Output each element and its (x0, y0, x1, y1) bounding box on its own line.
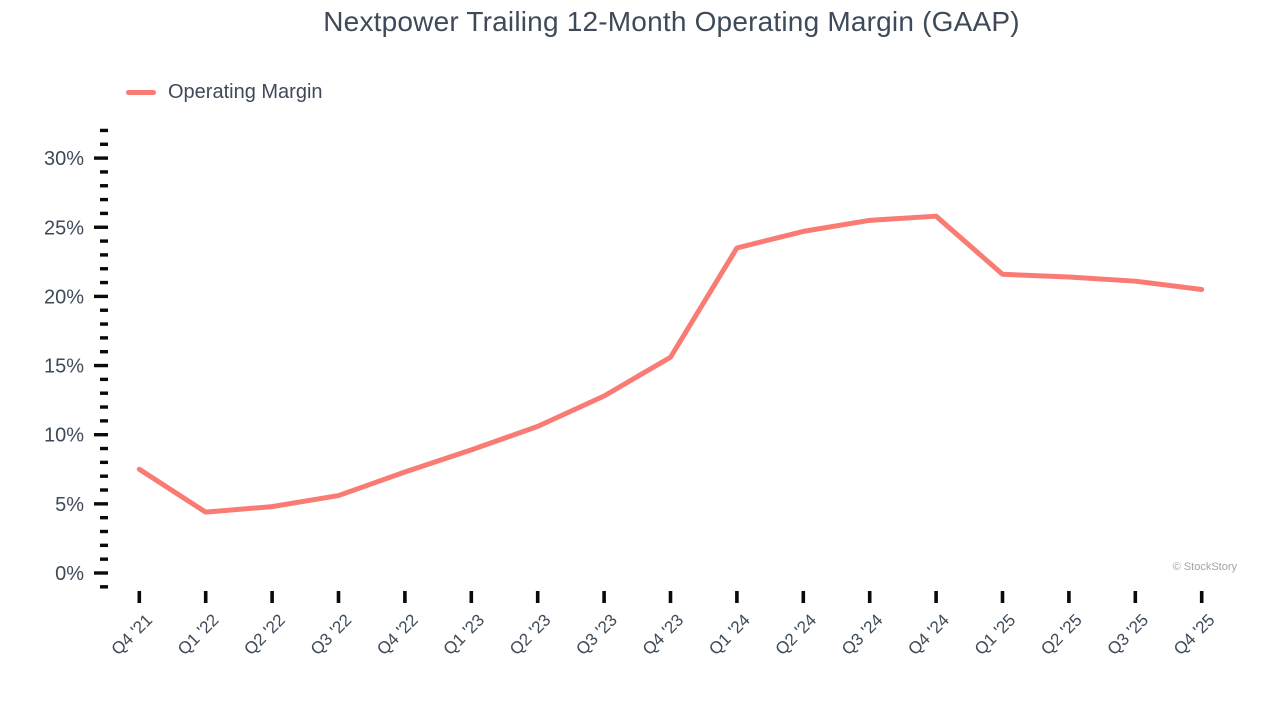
y-tick-label: 30% (44, 148, 84, 170)
x-tick-label: Q2 '23 (506, 610, 554, 658)
x-tick-label: Q3 '23 (572, 610, 620, 658)
x-tick-label: Q4 '25 (1170, 610, 1218, 658)
legend: Operating Margin (126, 80, 323, 104)
operating-margin-line (136, 213, 1205, 515)
x-tick-label: Q1 '25 (971, 610, 1019, 658)
x-tick-label: Q4 '21 (108, 610, 156, 658)
x-tick-label: Q4 '23 (639, 610, 687, 658)
y-tick-label: 5% (55, 494, 84, 516)
y-axis: 0% 5% 10% 15% 20% 25% 30% (44, 128, 108, 589)
y-tick-label: 20% (44, 286, 84, 308)
x-tick-label: Q3 '22 (307, 610, 355, 658)
x-tick-label: Q2 '25 (1037, 610, 1085, 658)
legend-line-swatch (126, 89, 156, 95)
x-tick-label: Q1 '22 (174, 610, 222, 658)
chart-title: Nextpower Trailing 12-Month Operating Ma… (323, 6, 1020, 37)
x-axis: Q4 '21 Q1 '22 Q2 '22 Q3 '22 Q4 '22 Q1 '23 Q2 '… (108, 591, 1219, 659)
x-tick-label: Q4 '24 (904, 610, 952, 658)
x-tick-label: Q3 '24 (838, 610, 886, 658)
x-tick-label: Q3 '25 (1104, 610, 1152, 658)
y-tick-label: 15% (44, 356, 84, 378)
x-tick-label: Q2 '22 (240, 610, 288, 658)
x-tick-label: Q4 '22 (373, 610, 421, 658)
legend-label: Operating Margin (168, 80, 323, 103)
watermark: © StockStory (1172, 561, 1237, 573)
x-tick-label: Q2 '24 (772, 610, 820, 658)
x-tick-label: Q1 '24 (705, 610, 753, 658)
y-tick-label: 10% (44, 425, 84, 447)
x-tick-label: Q1 '23 (440, 610, 488, 658)
y-tick-label: 25% (44, 217, 84, 239)
y-tick-label: 0% (55, 563, 84, 585)
